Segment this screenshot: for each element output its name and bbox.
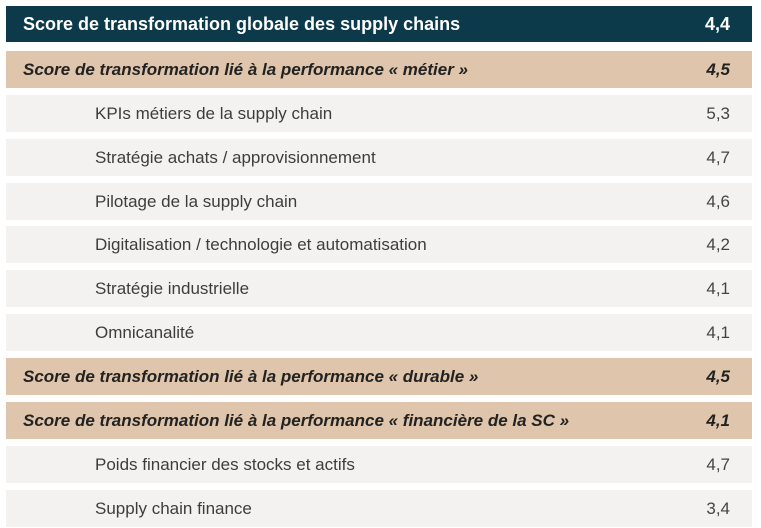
table-row: Digitalisation / technologie et automati… bbox=[6, 226, 752, 263]
row-label: Poids financier des stocks et actifs bbox=[95, 454, 355, 474]
table-row: Stratégie achats / approvisionnement 4,7 bbox=[6, 139, 752, 176]
row-value: 4,1 bbox=[706, 410, 730, 430]
row-value: 4,1 bbox=[706, 278, 730, 298]
table-row: Stratégie industrielle 4,1 bbox=[6, 270, 752, 307]
table-row: Poids financier des stocks et actifs 4,7 bbox=[6, 446, 752, 483]
header-value: 4,4 bbox=[704, 13, 730, 34]
table-row: Omnicanalité 4,1 bbox=[6, 314, 752, 351]
section-row-durable: Score de transformation lié à la perform… bbox=[6, 358, 752, 395]
header-row: Score de transformation globale des supp… bbox=[6, 6, 752, 42]
row-value: 5,3 bbox=[706, 103, 730, 123]
row-value: 4,7 bbox=[706, 454, 730, 474]
row-value: 4,6 bbox=[706, 191, 730, 211]
table-row: KPIs métiers de la supply chain 5,3 bbox=[6, 95, 752, 132]
row-label: Supply chain finance bbox=[95, 498, 252, 518]
row-value: 4,5 bbox=[706, 59, 730, 79]
header-label: Score de transformation globale des supp… bbox=[23, 13, 461, 34]
row-label: Omnicanalité bbox=[95, 322, 195, 342]
row-value: 4,7 bbox=[706, 147, 730, 167]
row-label: Stratégie industrielle bbox=[95, 278, 250, 298]
row-label: Score de transformation lié à la perform… bbox=[23, 59, 468, 79]
section-row-metier: Score de transformation lié à la perform… bbox=[6, 51, 752, 88]
row-label: KPIs métiers de la supply chain bbox=[95, 103, 333, 123]
row-label: Score de transformation lié à la perform… bbox=[23, 366, 479, 386]
row-value: 4,5 bbox=[706, 366, 730, 386]
row-value: 4,1 bbox=[706, 322, 730, 342]
row-label: Digitalisation / technologie et automati… bbox=[95, 234, 427, 254]
row-value: 3,4 bbox=[706, 498, 730, 518]
row-label: Pilotage de la supply chain bbox=[95, 191, 298, 211]
row-label: Score de transformation lié à la perform… bbox=[23, 410, 570, 430]
section-row-financiere: Score de transformation lié à la perform… bbox=[6, 402, 752, 439]
table-row: Supply chain finance 3,4 bbox=[6, 490, 752, 527]
row-label: Stratégie achats / approvisionnement bbox=[95, 147, 376, 167]
row-value: 4,2 bbox=[706, 234, 730, 254]
table-row: Pilotage de la supply chain 4,6 bbox=[6, 183, 752, 220]
